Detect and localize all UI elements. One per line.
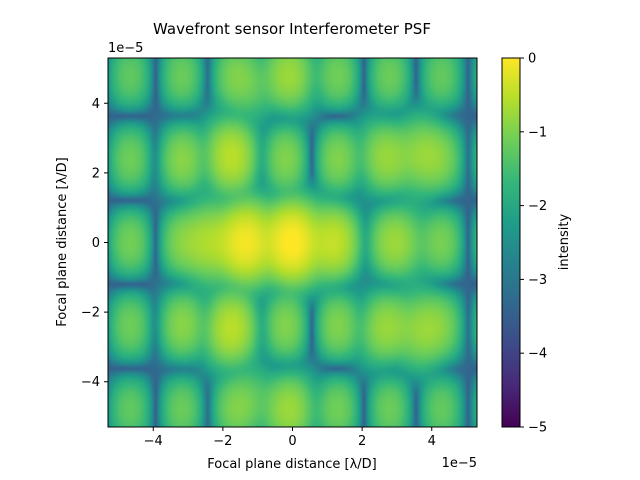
heatmap-area bbox=[108, 58, 477, 427]
x-axis-ticks: −4 −2 0 2 4 bbox=[144, 427, 436, 449]
x-tick-label: −2 bbox=[213, 434, 232, 449]
y-scale-label: 1e−5 bbox=[108, 41, 143, 56]
x-tick-label: 2 bbox=[358, 434, 366, 449]
psf-heatmap bbox=[108, 58, 477, 427]
y-tick-label: −2 bbox=[81, 306, 100, 321]
colorbar-tick-label: −2 bbox=[528, 199, 547, 214]
colorbar-tick-label: −5 bbox=[528, 421, 547, 436]
x-axis-label: Focal plane distance [λ/D] bbox=[207, 457, 376, 472]
colorbar-tick-label: −3 bbox=[528, 273, 547, 288]
y-axis-ticks: −4 −2 0 2 4 bbox=[81, 97, 108, 390]
y-tick-label: 2 bbox=[92, 166, 100, 181]
colorbar-label: intensity bbox=[557, 214, 572, 271]
x-tick-label: 4 bbox=[428, 434, 436, 449]
x-tick-label: −4 bbox=[144, 434, 163, 449]
x-scale-label: 1e−5 bbox=[442, 456, 477, 471]
y-axis-label: Focal plane distance [λ/D] bbox=[55, 157, 70, 326]
y-tick-label: 0 bbox=[92, 236, 100, 251]
colorbar bbox=[501, 57, 521, 428]
colorbar-tick-label: −1 bbox=[528, 125, 547, 140]
y-tick-label: 4 bbox=[92, 97, 100, 112]
chart-title: Wavefront sensor Interferometer PSF bbox=[153, 20, 431, 38]
colorbar-tick-label: −4 bbox=[528, 347, 547, 362]
x-tick-label: 0 bbox=[288, 434, 296, 449]
colorbar-ticks: 0 −1 −2 −3 −4 −5 bbox=[520, 52, 547, 436]
colorbar-tick-label: 0 bbox=[528, 52, 536, 67]
y-tick-label: −4 bbox=[81, 375, 100, 390]
